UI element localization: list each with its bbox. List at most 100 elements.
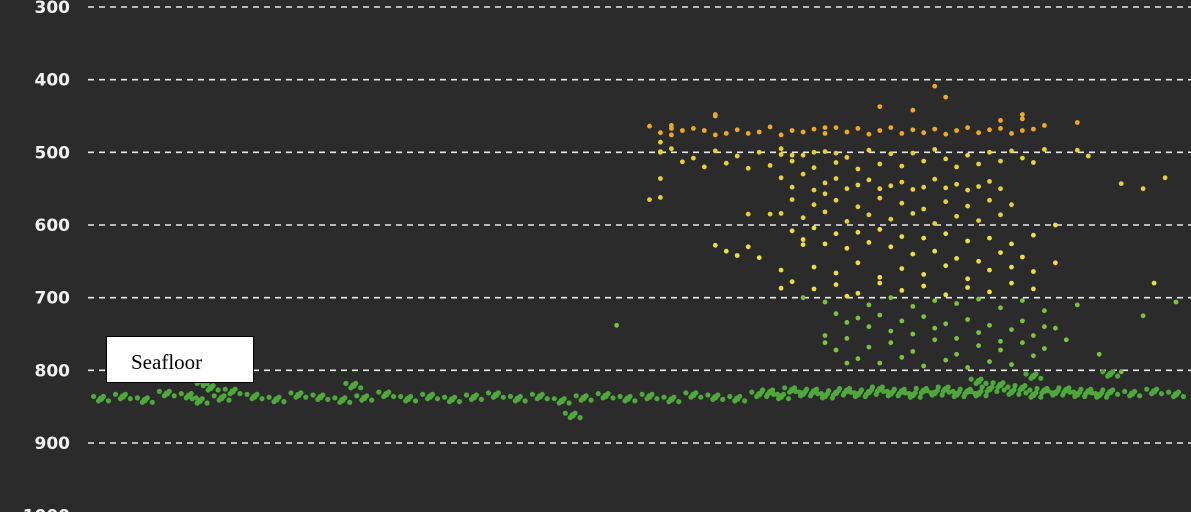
data-point-s3-31 [877, 274, 883, 280]
seafloor-texture-2-1 [139, 399, 145, 405]
data-point-s4-15 [998, 338, 1003, 344]
data-point-s4-11 [954, 336, 959, 341]
data-point-s2-7 [734, 153, 740, 159]
seafloor-texture-72-0 [968, 376, 974, 382]
data-point-s4-47 [1053, 325, 1058, 331]
data-point-s1-26 [932, 126, 938, 132]
seafloor-texture-7-1 [227, 391, 233, 397]
data-point-s1-39 [943, 94, 949, 100]
seafloor-texture-24-3 [588, 397, 594, 403]
data-point-s3-59 [910, 304, 916, 309]
seafloor-texture-33-2 [770, 387, 776, 393]
seafloor-texture-74-3 [1115, 373, 1121, 379]
seafloor-texture-59-0 [1045, 388, 1051, 394]
seafloor-texture-14-3 [391, 393, 397, 400]
data-point-s1-35 [1031, 126, 1036, 132]
seafloor-texture-23-2 [572, 410, 578, 416]
data-point-s2-40 [822, 180, 828, 186]
data-point-s2-26 [943, 156, 949, 162]
data-point-s4-17 [1020, 318, 1025, 324]
data-point-s1-33 [1009, 131, 1014, 136]
seafloor-texture-58-0 [1034, 385, 1040, 392]
seafloor-texture-10-1 [293, 394, 299, 400]
seafloor-texture-34-1 [776, 396, 782, 402]
seafloor-texture-49-1 [940, 388, 946, 394]
seafloor-texture-53-1 [984, 388, 990, 394]
data-point-s2-97 [1140, 186, 1146, 192]
data-point-s3-58 [888, 295, 894, 301]
data-point-s2-56 [998, 186, 1003, 192]
seafloor-texture-40-0 [836, 385, 843, 392]
data-point-s3-47 [943, 292, 949, 298]
data-point-s4-39 [822, 333, 828, 338]
seafloor-texture-27-0 [639, 391, 645, 397]
seafloor-texture-67-0 [1166, 389, 1172, 395]
seafloor-texture-22-0 [551, 396, 557, 402]
data-point-s2-77 [976, 218, 981, 224]
data-point-s2-35 [1042, 147, 1047, 152]
data-point-s4-27 [998, 347, 1003, 353]
seafloor-texture-33-0 [760, 387, 766, 393]
seafloor-texture-30-2 [715, 392, 721, 398]
data-point-s2-17 [844, 155, 850, 160]
data-point-s1-43 [1020, 116, 1025, 122]
seafloor-texture-60-0 [1056, 385, 1062, 391]
data-point-s2-65 [965, 203, 970, 209]
data-point-s2-2 [680, 159, 685, 165]
data-point-s3-12 [921, 235, 927, 241]
seafloor-texture-2-3 [149, 399, 155, 405]
data-point-s2-70 [822, 209, 828, 215]
data-point-s4-45 [1118, 369, 1124, 375]
data-point-s2-87 [822, 125, 828, 130]
data-point-s2-54 [976, 184, 981, 189]
seafloor-annotation: Seafloor [106, 336, 254, 383]
seafloor-texture-52-1 [973, 393, 979, 399]
seafloor-texture-36-1 [798, 393, 804, 399]
data-point-s3-61 [954, 301, 959, 306]
data-point-s1-31 [987, 127, 992, 133]
data-point-s1-7 [723, 131, 729, 136]
seafloor-texture-26-0 [617, 393, 623, 400]
seafloor-texture-14-1 [381, 393, 387, 400]
seafloor-texture-16-0 [420, 391, 426, 397]
data-point-s4-18 [1031, 333, 1036, 338]
data-point-s2-12 [789, 158, 795, 164]
data-point-s2-4 [701, 164, 707, 170]
seafloor-texture-66-2 [1154, 386, 1160, 392]
seafloor-texture-61-0 [1067, 389, 1073, 395]
data-point-s4-12 [965, 317, 970, 322]
data-point-s2-52 [954, 181, 959, 187]
seafloor-texture-12-0 [332, 395, 338, 401]
seafloor-texture-34-2 [781, 391, 787, 397]
data-point-s4-1 [844, 320, 850, 325]
data-point-s2-5 [712, 148, 718, 154]
data-point-s4-26 [976, 343, 981, 348]
data-point-s3-1 [800, 237, 806, 242]
seafloor-texture-29-2 [693, 390, 699, 396]
seafloor-texture-15-0 [398, 393, 404, 400]
seafloor-texture-21-0 [529, 391, 536, 397]
data-point-s3-65 [1042, 308, 1047, 314]
seafloor-texture-32-0 [749, 389, 755, 395]
seafloor-texture-17-2 [451, 394, 458, 400]
data-point-s2-39 [811, 187, 817, 193]
data-point-s3-54 [800, 295, 806, 301]
seafloor-texture-67-3 [1180, 393, 1186, 400]
data-point-s2-82 [658, 149, 663, 155]
data-point-s2-89 [778, 152, 784, 157]
data-point-s3-0 [789, 228, 795, 234]
seafloor-texture-65-0 [1122, 388, 1128, 394]
seafloor-texture-20-3 [522, 398, 528, 404]
data-point-s1-23 [899, 131, 905, 136]
seafloor-texture-1-1 [117, 396, 123, 402]
seafloor-texture-16-3 [434, 396, 441, 402]
seafloor-texture-13-3 [369, 397, 375, 403]
data-point-s2-64 [943, 199, 949, 205]
seafloor-texture-27-3 [654, 396, 660, 402]
data-point-s3-15 [954, 256, 959, 261]
data-point-s2-94 [1074, 147, 1080, 153]
seafloor-texture-37-0 [804, 386, 810, 392]
data-point-s2-28 [965, 152, 970, 158]
seafloor-texture-47-0 [913, 385, 919, 392]
data-point-s1-25 [921, 130, 927, 136]
